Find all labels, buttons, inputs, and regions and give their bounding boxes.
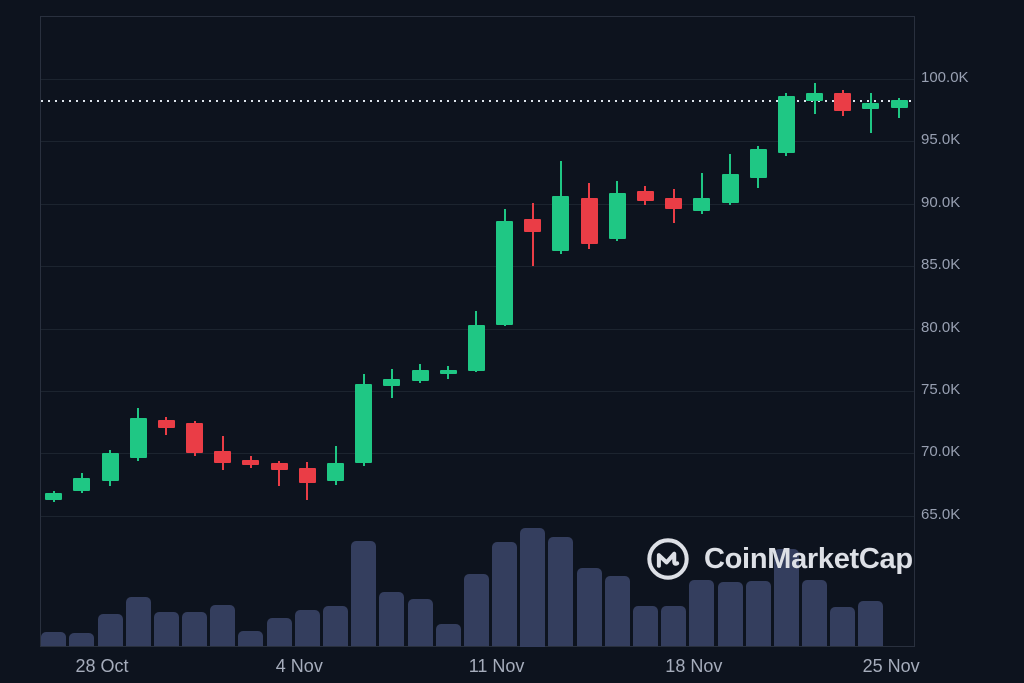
price-gridline [40,203,914,205]
candle-body-17-nov[interactable] [665,197,683,209]
x-axis-tick-label: 4 Nov [275,656,323,676]
candle-wick-12-nov[interactable] [531,202,534,267]
volume-bar-28-oct[interactable] [97,614,123,647]
volume-bar-29-oct[interactable] [125,596,151,647]
price-gridline [40,266,914,268]
volume-bar-6-nov[interactable] [351,540,377,647]
candle-body-18-nov[interactable] [693,197,711,212]
candle-body-12-nov[interactable] [524,218,542,233]
candle-body-16-nov[interactable] [636,191,654,202]
candle-body-1-nov[interactable] [214,450,232,464]
y-axis-tick-label: 80.0K [921,318,961,336]
volume-bar-18-nov[interactable] [689,579,715,647]
candle-body-28-oct[interactable] [101,453,119,481]
x-axis-tick-label: 11 Nov [468,656,525,676]
price-gridline [40,453,914,455]
price-gridline [40,515,914,517]
watermark: CoinMarketCap [645,536,913,582]
volume-bar-14-nov[interactable] [576,567,602,647]
volume-bar-15-nov[interactable] [604,576,630,647]
candle-body-31-oct[interactable] [186,423,204,454]
candle-body-22-nov[interactable] [806,92,824,102]
candle-body-4-nov[interactable] [298,468,316,484]
candle-body-14-nov[interactable] [580,197,598,244]
volume-bar-3-nov[interactable] [266,617,292,647]
x-axis-tick-label: 25 Nov [862,656,920,676]
plot-area[interactable] [39,15,915,647]
volume-bar-5-nov[interactable] [323,606,348,647]
y-axis-tick-label: 95.0K [921,131,961,149]
x-axis-tick-label: 18 Nov [665,656,723,676]
candle-wick-18-nov[interactable] [700,172,703,214]
volume-bar-26-oct[interactable] [41,632,67,647]
y-axis-tick-label: 100.0K [921,69,969,86]
candle-body-15-nov[interactable] [608,192,626,239]
volume-bar-19-nov[interactable] [717,582,743,647]
candle-body-23-nov[interactable] [834,92,852,112]
volume-bar-1-nov[interactable] [210,604,236,647]
volume-bar-21-nov[interactable] [773,548,799,647]
candle-body-19-nov[interactable] [721,173,739,203]
candle-body-7-nov[interactable] [383,378,401,386]
current-price-line [40,100,914,103]
volume-bar-11-nov[interactable] [492,541,518,647]
y-axis-tick-label: 70.0K [921,443,961,461]
candle-body-24-nov[interactable] [862,102,880,109]
volume-bar-20-nov[interactable] [745,581,771,647]
volume-bar-13-nov[interactable] [548,537,574,647]
coinmarketcap-logo-icon [645,536,691,582]
candle-wick-3-nov[interactable] [278,460,281,486]
candle-body-20-nov[interactable] [749,148,767,178]
volume-bar-16-nov[interactable] [632,606,658,647]
candle-body-8-nov[interactable] [411,369,429,381]
candle-body-11-nov[interactable] [496,221,514,325]
candle-body-5-nov[interactable] [327,463,344,481]
candle-body-9-nov[interactable] [439,369,457,374]
candle-body-25-nov[interactable] [890,100,908,108]
volume-bar-12-nov[interactable] [520,527,546,647]
volume-bar-4-nov[interactable] [294,609,320,647]
y-axis-tick-label: 65.0K [921,505,961,523]
volume-bar-7-nov[interactable] [379,591,405,647]
candle-body-6-nov[interactable] [355,383,373,464]
y-axis-tick-label: 90.0K [921,193,961,211]
volume-bar-22-nov[interactable] [802,579,828,647]
volume-bar-30-oct[interactable] [153,611,179,647]
y-axis-tick-label: 85.0K [921,256,961,274]
candle-wick-25-nov[interactable] [898,97,901,118]
candle-body-27-oct[interactable] [73,478,91,491]
candle-body-30-oct[interactable] [157,419,175,429]
candle-body-13-nov[interactable] [552,196,570,252]
watermark-text: CoinMarketCap [704,542,913,575]
price-gridline [40,79,914,80]
volume-bar-24-nov[interactable] [858,601,884,647]
price-gridline [40,391,914,392]
volume-bar-10-nov[interactable] [463,573,489,647]
y-axis-tick-label: 75.0K [921,381,961,398]
volume-bar-9-nov[interactable] [435,623,461,647]
price-gridline [40,141,914,143]
volume-bar-8-nov[interactable] [407,598,433,647]
candle-body-29-oct[interactable] [129,418,147,459]
candle-body-10-nov[interactable] [467,324,485,372]
volume-bar-31-oct[interactable] [182,611,208,647]
candle-body-21-nov[interactable] [777,96,795,153]
volume-bar-17-nov[interactable] [661,606,687,647]
x-axis-tick-label: 28 Oct [75,656,129,676]
volume-bar-23-nov[interactable] [830,607,856,647]
candle-body-3-nov[interactable] [270,463,288,470]
candle-wick-24-nov[interactable] [869,92,872,133]
candle-body-26-oct[interactable] [45,493,63,500]
volume-bar-27-oct[interactable] [69,633,95,647]
candle-body-2-nov[interactable] [242,459,260,465]
volume-bar-2-nov[interactable] [238,631,264,647]
